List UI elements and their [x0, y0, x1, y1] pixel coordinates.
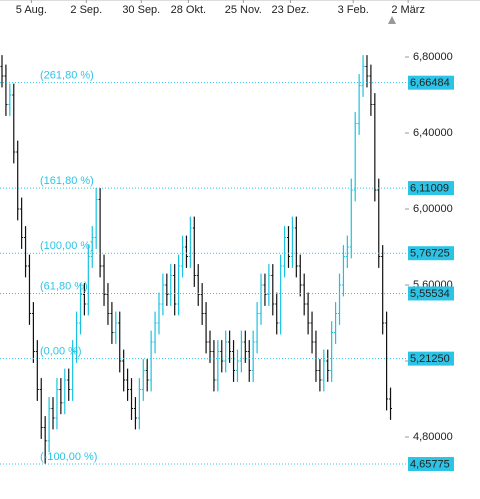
fib-value-label: 6,66484 [410, 77, 450, 89]
fib-value-box [408, 75, 454, 90]
fib-value-label: 5,21250 [410, 353, 450, 365]
fib-value-box [408, 351, 454, 366]
y-tick-label: 6,00000 [413, 203, 453, 215]
y-tick-label: 6,80000 [413, 51, 453, 63]
x-tick-label: 30 Sep. [122, 4, 160, 16]
fib-value-label: 6,11009 [410, 182, 449, 194]
fib-value-box [408, 246, 454, 261]
x-tick-label: 25 Nov. [225, 4, 262, 16]
fib-value-box [408, 286, 454, 301]
fib-value-label: 5,76725 [410, 248, 450, 260]
fib-level-name: (100,00 %) [40, 240, 94, 252]
current-date-marker [388, 16, 396, 24]
fib-level-name: (261,80 %) [40, 70, 94, 82]
fib-level-name: (61,80 %) [40, 280, 88, 292]
y-tick-label: 4,80000 [413, 431, 453, 443]
fib-value-box [408, 457, 454, 472]
x-tick-label: 5 Aug. [16, 4, 47, 16]
x-tick-label: 2 März [391, 4, 425, 16]
x-tick-label: 23 Dez. [271, 4, 309, 16]
fib-level-name: (0,00 %) [40, 346, 82, 358]
fib-value-box [408, 181, 454, 196]
y-tick-label: 6,40000 [413, 127, 453, 139]
x-tick-label: 2 Sep. [70, 4, 102, 16]
x-tick-label: 3 Feb. [338, 4, 369, 16]
bars-layer [0, 55, 393, 464]
fib-value-label: 4,65775 [410, 458, 450, 470]
fib-level-name: (-100,00 %) [40, 451, 97, 463]
levels-layer: (261,80 %) 6,66484 (161,80 %) 6,11009 (100,0… [0, 70, 454, 472]
fib-level-name: (161,80 %) [40, 175, 94, 187]
fib-value-label: 5,55534 [410, 288, 450, 300]
x-tick-label: 28 Okt. [171, 4, 206, 16]
